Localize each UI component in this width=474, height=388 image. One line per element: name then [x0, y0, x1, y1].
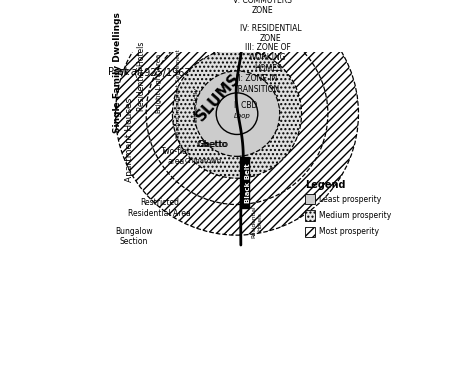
- Circle shape: [116, 0, 358, 235]
- FancyBboxPatch shape: [305, 194, 315, 204]
- Text: Residential
Hotels: Residential Hotels: [251, 206, 262, 238]
- Text: II: ZONE IN
TRANSITION: II: ZONE IN TRANSITION: [234, 74, 280, 94]
- Text: IV: RESIDENTIAL
ZONE: IV: RESIDENTIAL ZONE: [240, 24, 302, 43]
- Text: Apartment Houses: Apartment Houses: [125, 98, 134, 182]
- Text: Least prosperity: Least prosperity: [319, 194, 381, 204]
- Text: Single Family Dwellings: Single Family Dwellings: [113, 12, 122, 133]
- Text: Bungalow
Section: Bungalow Section: [115, 227, 153, 246]
- Circle shape: [194, 71, 280, 156]
- Text: I: CBD: I: CBD: [234, 101, 257, 110]
- Text: III: ZONE OF
WORKING
HOMES: III: ZONE OF WORKING HOMES: [245, 43, 291, 73]
- Text: Park: Park: [108, 68, 133, 78]
- Text: Ghetto: Ghetto: [197, 140, 228, 149]
- Text: V: COMMUTERS
ZONE: V: COMMUTERS ZONE: [233, 0, 292, 15]
- Text: et al.: et al.: [118, 68, 143, 78]
- Bar: [240, 158, 248, 208]
- Circle shape: [146, 23, 328, 204]
- FancyBboxPatch shape: [305, 210, 315, 221]
- Text: Loop: Loop: [234, 113, 251, 119]
- Circle shape: [216, 93, 258, 135]
- Text: (1925/1967).: (1925/1967).: [131, 68, 197, 78]
- Text: Restricted
Residential Area: Restricted Residential Area: [128, 198, 191, 218]
- FancyBboxPatch shape: [305, 227, 315, 237]
- Text: Two-flat
area: Two-flat area: [161, 147, 191, 166]
- Text: Bright Light Area: Bright Light Area: [156, 54, 162, 113]
- Circle shape: [173, 49, 301, 178]
- Text: SLUMS: SLUMS: [193, 71, 244, 124]
- Text: Medium prosperity: Medium prosperity: [319, 211, 391, 220]
- Text: Little Sicily: Little Sicily: [194, 88, 199, 122]
- Text: Second Immigrant Settlement: Second Immigrant Settlement: [176, 50, 182, 139]
- Text: Chinatown: Chinatown: [184, 158, 222, 164]
- Text: Residential Hotels: Residential Hotels: [137, 42, 146, 111]
- Text: Most prosperity: Most prosperity: [319, 227, 379, 236]
- Text: Legend: Legend: [305, 180, 346, 190]
- Text: Ghetto: Ghetto: [196, 140, 228, 149]
- Text: Black Belt: Black Belt: [246, 163, 251, 203]
